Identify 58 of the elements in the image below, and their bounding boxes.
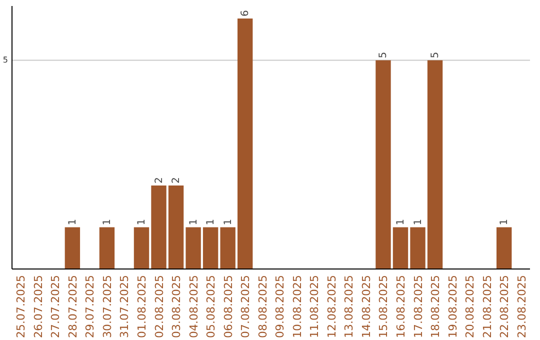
x-tick-label: 09.08.2025	[274, 275, 287, 338]
data-label: 1	[102, 218, 113, 226]
data-label: 1	[136, 218, 148, 226]
bar	[496, 227, 512, 269]
x-tick-label: 30.07.2025	[100, 275, 114, 338]
x-tick-label: 01.08.2025	[136, 275, 148, 338]
x-tick-label: 29.07.2025	[84, 275, 97, 338]
data-label: 1	[499, 218, 510, 226]
x-tick-label: 12.08.2025	[325, 275, 338, 338]
x-tick-label: 07.08.2025	[239, 275, 252, 338]
bar	[392, 227, 408, 269]
x-tick-label: 21.08.2025	[480, 275, 494, 338]
x-tick-label: 18.08.2025	[429, 275, 442, 338]
x-tick-label: 13.08.2025	[342, 275, 356, 338]
bar	[99, 227, 115, 269]
x-tick-label: 19.08.2025	[446, 275, 460, 338]
x-tick-label: 06.08.2025	[222, 275, 235, 338]
x-tick-label: 08.08.2025	[256, 275, 270, 338]
bar	[376, 60, 391, 269]
x-tick-label: 03.08.2025	[170, 275, 184, 338]
x-tick-label: 23.08.2025	[515, 275, 528, 338]
x-tick-label: 31.07.2025	[118, 275, 132, 338]
data-label: 2	[154, 177, 165, 184]
data-label: 1	[206, 218, 217, 226]
x-tick-label: 02.08.2025	[152, 275, 166, 338]
bar	[427, 60, 443, 269]
data-label: 1	[396, 218, 406, 226]
bar	[134, 227, 150, 269]
x-tick-label: 17.08.2025	[412, 275, 425, 338]
data-label: 1	[188, 218, 200, 226]
x-tick-label: 27.07.2025	[49, 275, 62, 338]
x-tick-label: 26.07.2025	[32, 275, 45, 338]
bar	[64, 227, 80, 269]
bar	[168, 186, 184, 269]
x-tick-label: 14.08.2025	[360, 275, 373, 338]
bar	[238, 18, 253, 269]
bar	[220, 227, 236, 269]
x-tick-label: 04.08.2025	[187, 275, 200, 338]
x-tick-label: 05.08.2025	[204, 275, 218, 338]
bar	[186, 227, 201, 269]
data-label: 1	[67, 218, 78, 226]
data-label: 2	[171, 177, 182, 184]
x-tick-label: 22.08.2025	[498, 275, 512, 338]
data-label: 6	[240, 10, 252, 17]
data-label: 1	[412, 218, 424, 226]
data-label: 1	[222, 218, 234, 226]
x-tick-label: 25.07.2025	[14, 275, 28, 338]
bar	[151, 186, 166, 269]
data-label: 5	[378, 52, 390, 58]
x-tick-label: 10.08.2025	[290, 275, 304, 338]
x-tick-label: 28.07.2025	[66, 275, 80, 338]
bar	[410, 227, 426, 269]
x-tick-label: 11.08.2025	[308, 275, 322, 338]
x-tick-label: 15.08.2025	[377, 275, 390, 338]
bar	[202, 227, 218, 269]
x-tick-label: 20.08.2025	[464, 275, 477, 338]
data-label: 5	[430, 52, 442, 58]
x-tick-label: 16.08.2025	[394, 275, 408, 338]
